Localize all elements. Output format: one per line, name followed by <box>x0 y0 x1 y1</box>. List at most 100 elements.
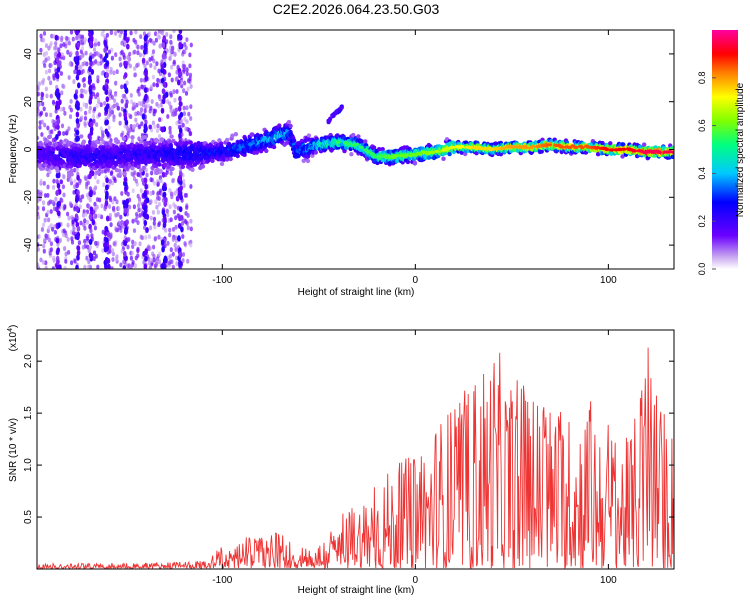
heatmap-streak <box>175 195 180 202</box>
heatmap-streak <box>74 213 79 220</box>
heatmap-speckle <box>37 262 40 268</box>
heatmap-speckle <box>185 37 189 42</box>
heatmap-speckle <box>89 228 93 234</box>
heatmap-speckle <box>114 52 118 58</box>
heatmap-streak <box>143 177 148 184</box>
heatmap-speckle <box>81 68 85 74</box>
heatmap-speckle <box>120 132 124 138</box>
heatmap-speckle <box>130 99 134 105</box>
heatmap-speckle <box>134 217 138 223</box>
heatmap-speckle <box>112 117 116 123</box>
heatmap-speckle <box>189 116 193 121</box>
heatmap-speckle <box>185 105 189 111</box>
heatmap-streak <box>179 111 184 118</box>
heatmap-cell <box>217 138 222 143</box>
heatmap-speckle <box>60 90 64 96</box>
heatmap-speckle <box>83 225 87 231</box>
heatmap-cell <box>264 148 269 154</box>
heatmap-streak <box>161 53 166 60</box>
heatmap-speckle <box>157 259 161 265</box>
heatmap-streak <box>178 251 183 258</box>
heatmap-speckle <box>69 51 73 56</box>
heatmap-streak <box>123 240 128 247</box>
heatmap-speckle <box>96 78 100 84</box>
heatmap-streak <box>178 247 182 254</box>
heatmap-speckle <box>48 68 52 74</box>
heatmap-speckle <box>81 244 85 250</box>
heatmap-cell <box>121 136 127 141</box>
heatmap-speckle <box>139 107 144 113</box>
heatmap-speckle <box>169 108 173 113</box>
heatmap-speckle <box>145 60 149 66</box>
heatmap-cell <box>441 156 446 161</box>
heatmap-streak <box>73 56 78 63</box>
heatmap-speckle <box>97 41 101 47</box>
heatmap-speckle <box>118 62 123 68</box>
heatmap-speckle <box>130 250 134 256</box>
heatmap-streak <box>178 41 182 48</box>
heatmap-cell <box>474 151 479 156</box>
heatmap-speckle <box>109 197 113 203</box>
heatmap-speckle <box>62 232 66 238</box>
heatmap-speckle <box>85 235 89 241</box>
heatmap-speckle <box>135 214 139 219</box>
heatmap-speckle <box>118 56 122 62</box>
heatmap-cell <box>115 139 121 144</box>
heatmap-speckle <box>172 209 176 215</box>
heatmap-streak <box>160 239 165 246</box>
heatmap-speckle <box>48 250 52 256</box>
heatmap-speckle <box>132 37 136 43</box>
heatmap-cell <box>190 167 195 172</box>
heatmap-streak <box>161 42 166 49</box>
heatmap-streak <box>89 121 94 128</box>
heatmap-streak <box>89 253 94 260</box>
heatmap-speckle <box>174 76 178 82</box>
heatmap-cell <box>170 166 175 171</box>
heatmap-cell <box>95 170 101 175</box>
heatmap-streak <box>57 210 61 217</box>
heatmap-speckle <box>143 108 147 114</box>
heatmap-speckle <box>122 55 126 60</box>
heatmap-streak <box>179 34 183 41</box>
heatmap-cell <box>99 136 104 142</box>
heatmap-speckle <box>152 216 157 222</box>
heatmap-speckle <box>153 224 157 230</box>
heatmap-speckle <box>185 119 189 124</box>
heatmap-speckle <box>38 81 42 87</box>
heatmap-speckle <box>152 220 156 226</box>
heatmap-streak <box>143 263 148 269</box>
heatmap-speckle <box>40 132 44 137</box>
heatmap-speckle <box>126 126 130 132</box>
heatmap-speckle <box>44 112 49 117</box>
heatmap-speckle <box>110 55 114 61</box>
heatmap-core <box>335 140 341 144</box>
heatmap-speckle <box>83 116 88 121</box>
heatmap-streak <box>103 56 107 63</box>
heatmap-speckle <box>189 226 193 232</box>
heatmap-speckle <box>42 106 46 112</box>
heatmap-streak <box>161 88 166 95</box>
heatmap-cell <box>69 168 74 174</box>
heatmap-cell <box>122 171 127 176</box>
heatmap-streak <box>178 261 182 268</box>
heatmap-cell <box>47 141 53 146</box>
heatmap-speckle <box>40 119 44 125</box>
heatmap-speckle <box>157 234 161 240</box>
heatmap-speckle <box>64 251 68 257</box>
heatmap-cell <box>225 137 230 143</box>
heatmap-speckle <box>44 43 49 48</box>
heatmap-cell <box>200 164 206 169</box>
heatmap-speckle <box>180 221 185 226</box>
heatmap-streak <box>75 118 80 124</box>
heatmap-speckle <box>158 117 162 122</box>
heatmap-speckle <box>139 111 143 117</box>
heatmap-speckle <box>69 177 73 183</box>
heatmap-speckle <box>84 212 88 217</box>
heatmap-streak <box>104 106 108 113</box>
heatmap-speckle <box>115 254 119 260</box>
heatmap-cell <box>371 145 377 150</box>
heatmap-core <box>358 145 364 149</box>
heatmap-cell <box>671 154 674 160</box>
heatmap-speckle <box>39 33 43 39</box>
heatmap-speckle <box>110 266 114 269</box>
